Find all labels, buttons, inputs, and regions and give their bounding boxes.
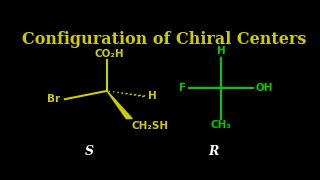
Text: CH₃: CH₃: [211, 120, 232, 130]
Text: CH₂SH: CH₂SH: [132, 121, 169, 131]
Text: Configuration of Chiral Centers: Configuration of Chiral Centers: [22, 31, 306, 48]
Text: OH: OH: [256, 83, 273, 93]
Text: H: H: [148, 91, 156, 102]
Text: R: R: [208, 145, 219, 158]
Text: H: H: [217, 46, 225, 56]
Text: S: S: [85, 145, 94, 158]
Text: Br: Br: [47, 94, 60, 104]
Text: CO₂H: CO₂H: [95, 49, 124, 59]
Polygon shape: [107, 91, 132, 119]
Text: F: F: [179, 83, 186, 93]
